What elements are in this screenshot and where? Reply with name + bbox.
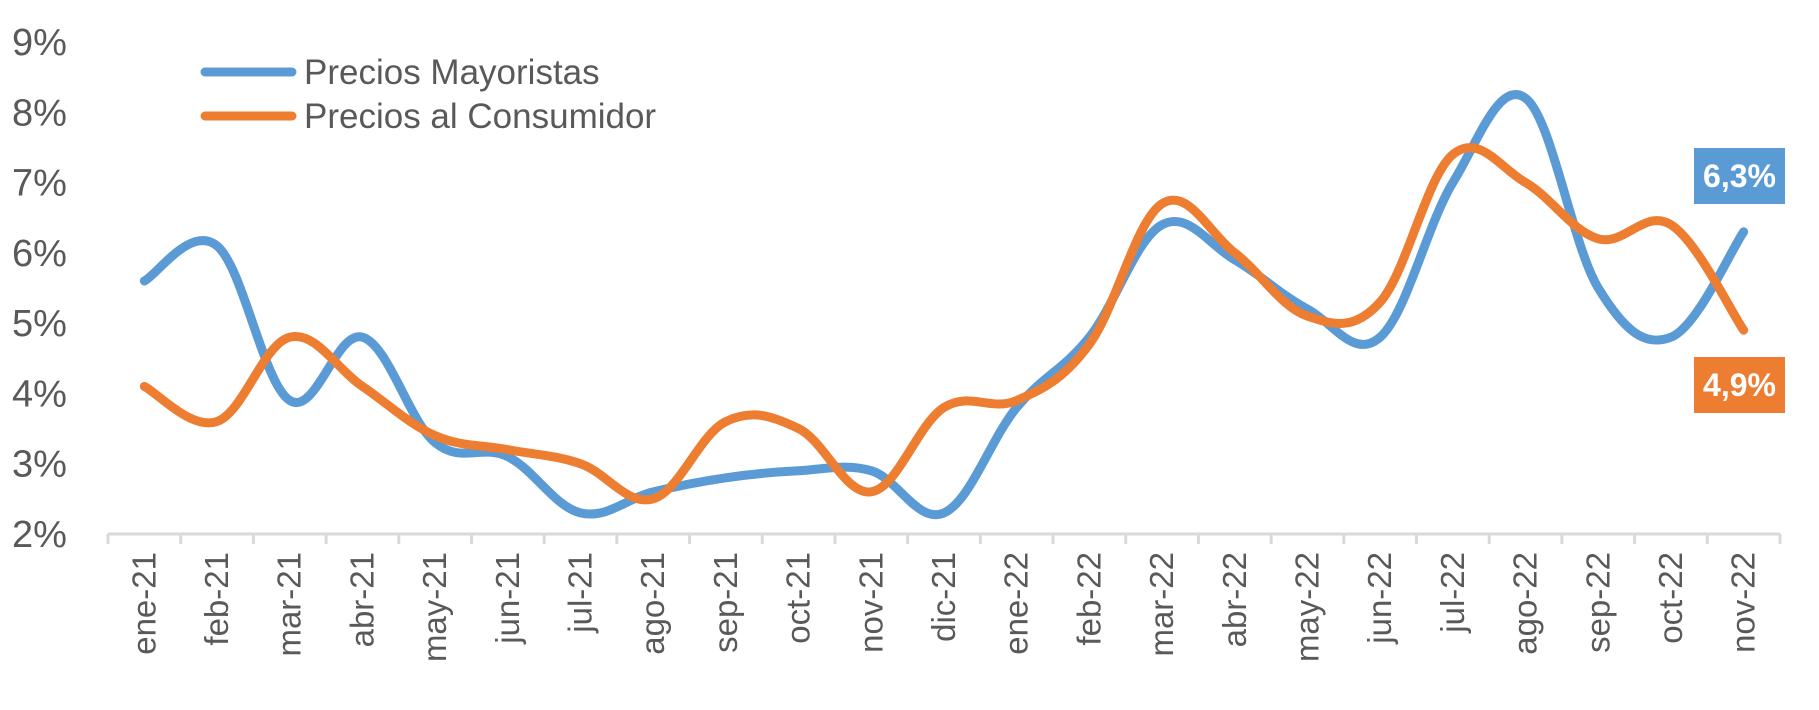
- series-line-mayoristas: [139, 90, 1749, 520]
- x-axis: ene-21 feb-21 mar-21 abr-21 may-21 jun-21 jul-…: [106, 532, 1782, 662]
- x-tick-label: oct-21: [780, 552, 817, 644]
- x-tick-label: jun-22: [1361, 552, 1398, 645]
- series-lines: [139, 90, 1749, 520]
- callout-value: 4,9%: [1703, 367, 1776, 403]
- x-tick-label: feb-22: [1070, 552, 1107, 646]
- x-tick-label: ago-22: [1507, 552, 1544, 655]
- y-tick-label: 3%: [12, 444, 67, 486]
- end-callouts: 6,3% 4,9%: [1694, 148, 1785, 413]
- x-tick-label: sep-21: [707, 552, 744, 653]
- y-tick-label: 2%: [12, 514, 67, 556]
- x-tick-label: ago-21: [634, 552, 671, 655]
- x-tick-label: dic-21: [925, 552, 962, 642]
- x-tick-label: abr-21: [343, 552, 380, 647]
- x-tick-label: oct-22: [1652, 552, 1689, 644]
- legend: Precios Mayoristas Precios al Consumidor: [200, 53, 656, 136]
- x-tick-label: may-21: [416, 552, 453, 662]
- legend-label: Precios Mayoristas: [304, 53, 600, 92]
- x-tick-label: jul-21: [562, 552, 599, 634]
- x-tick-label: jun-21: [489, 552, 526, 645]
- x-tick-label: nov-21: [852, 552, 889, 653]
- x-tick-label: feb-21: [198, 552, 235, 646]
- y-axis: 2% 3% 4% 5% 6% 7% 8% 9%: [12, 22, 67, 556]
- x-tick-label: jul-22: [1434, 552, 1471, 634]
- callout-box: [1694, 148, 1785, 204]
- callout-value: 6,3%: [1703, 158, 1776, 194]
- x-tick-label: ene-22: [998, 552, 1035, 655]
- y-tick-label: 5%: [12, 303, 67, 345]
- x-tick-label: may-22: [1288, 552, 1325, 662]
- y-tick-label: 7%: [12, 163, 67, 205]
- y-tick-label: 6%: [12, 233, 67, 275]
- series-line-consumidor: [139, 143, 1749, 505]
- legend-label: Precios al Consumidor: [304, 97, 656, 136]
- x-tick-label: mar-21: [271, 552, 308, 657]
- x-tick-label: nov-22: [1725, 552, 1762, 653]
- y-tick-label: 8%: [12, 92, 67, 134]
- x-tick-label: sep-22: [1579, 552, 1616, 653]
- x-tick-label: ene-21: [125, 552, 162, 655]
- x-tick-label: abr-22: [1216, 552, 1253, 647]
- y-tick-label: 9%: [12, 22, 67, 64]
- x-tick-label: mar-22: [1143, 552, 1180, 657]
- callout-box: [1694, 357, 1785, 413]
- y-tick-label: 4%: [12, 373, 67, 415]
